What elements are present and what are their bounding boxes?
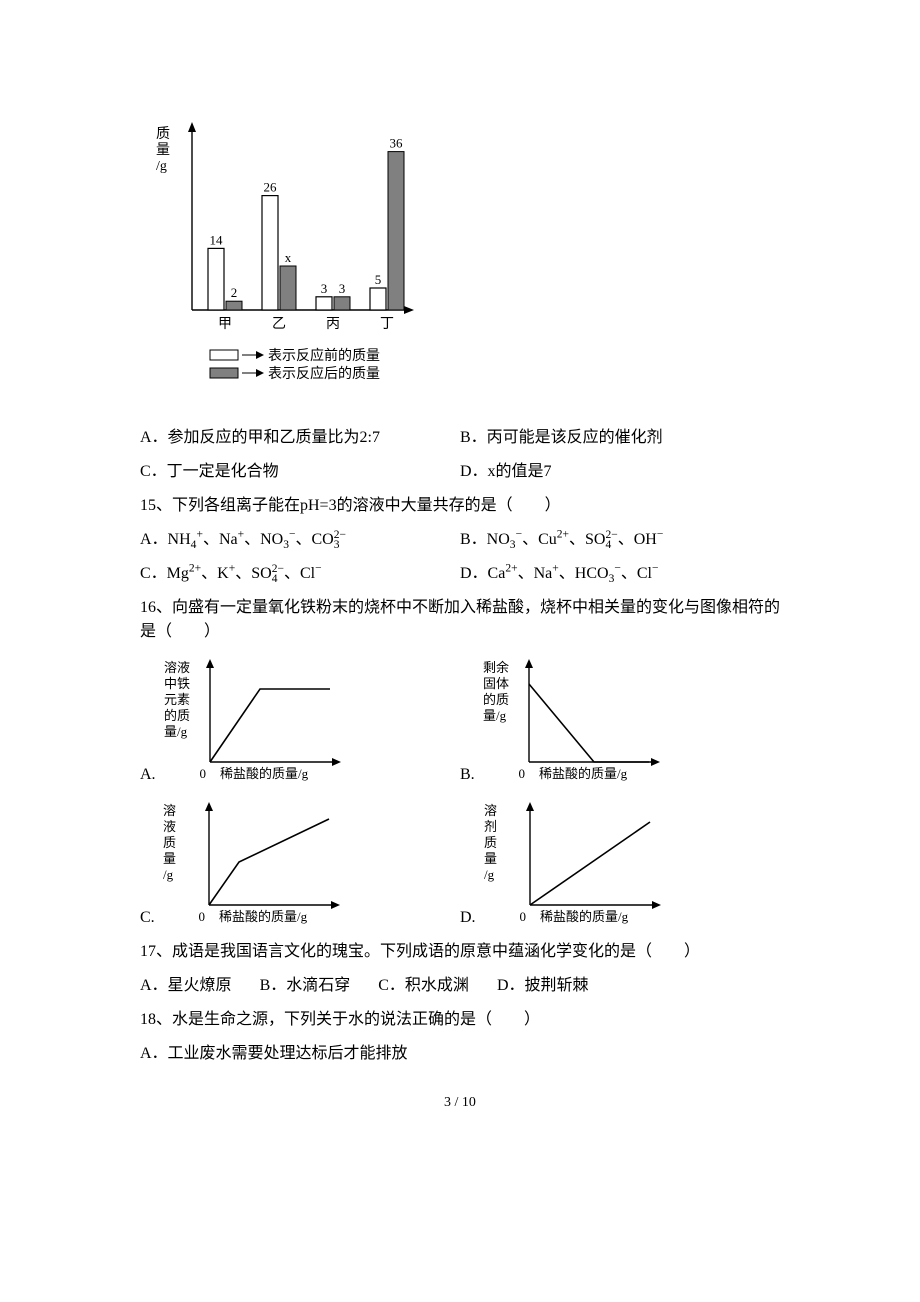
q17-opt-b: B．水滴石穿 bbox=[260, 974, 351, 998]
svg-text:甲: 甲 bbox=[218, 317, 232, 332]
svg-text:36: 36 bbox=[390, 136, 404, 151]
svg-text:固体: 固体 bbox=[483, 676, 509, 691]
svg-text:稀盐酸的质量/g: 稀盐酸的质量/g bbox=[539, 766, 628, 781]
svg-text:元素: 元素 bbox=[164, 692, 190, 707]
q15-opts-row1: A．NH4+、Na+、NO3−、CO2−3 B．NO3−、Cu2+、SO2−4、… bbox=[140, 528, 780, 552]
svg-text:中铁: 中铁 bbox=[164, 676, 190, 691]
svg-text:溶: 溶 bbox=[484, 803, 497, 818]
svg-text:表示反应后的质量: 表示反应后的质量 bbox=[268, 365, 380, 382]
q16-graph-a-wrap: A. 溶液中铁元素的质量/g 0 稀盐酸的质量/g bbox=[140, 654, 460, 789]
q14-opt-a: A．参加反应的甲和乙质量比为2:7 bbox=[140, 426, 460, 450]
q15-opts-row2: C．Mg2+、K+、SO2−4、Cl− D．Ca2+、Na+、HCO3−、Cl− bbox=[140, 562, 780, 586]
svg-text:0: 0 bbox=[518, 766, 525, 781]
svg-text:/g: /g bbox=[163, 867, 174, 882]
svg-text:x: x bbox=[285, 250, 292, 265]
q16-graph-c-wrap: C. 溶液质量/g 0 稀盐酸的质量/g bbox=[140, 797, 460, 932]
q15-opt-a: A．NH4+、Na+、NO3−、CO2−3 bbox=[140, 528, 460, 552]
q16-row1: A. 溶液中铁元素的质量/g0稀盐酸的质量/g B. 剩余固体的质量/g0稀盐酸… bbox=[140, 654, 780, 789]
svg-text:质: 质 bbox=[484, 835, 497, 850]
svg-text:丙: 丙 bbox=[326, 317, 340, 332]
svg-text:剩余: 剩余 bbox=[483, 660, 509, 675]
svg-text:稀盐酸的质量/g: 稀盐酸的质量/g bbox=[220, 766, 309, 781]
svg-text:溶液: 溶液 bbox=[164, 660, 190, 675]
q16-graph-d-wrap: D. 溶剂质量/g 0 稀盐酸的质量/g bbox=[460, 797, 780, 932]
svg-text:稀盐酸的质量/g: 稀盐酸的质量/g bbox=[219, 909, 308, 924]
q16-text: 16、向盛有一定量氧化铁粉末的烧杯中不断加入稀盐酸，烧杯中相关量的变化与图像相符… bbox=[140, 596, 780, 644]
svg-text:的质: 的质 bbox=[483, 692, 509, 707]
q16-graph-a: 溶液中铁元素的质量/g 0 稀盐酸的质量/g bbox=[160, 654, 360, 789]
q16-row2: C. 溶液质量/g0稀盐酸的质量/g D. 溶剂质量/g0稀盐酸的质量/g bbox=[140, 797, 780, 932]
q14-opts-row1: A．参加反应的甲和乙质量比为2:7 B．丙可能是该反应的催化剂 bbox=[140, 426, 780, 450]
bar-chart-container: 质量/g 14 2 甲 26 x 乙 33 丙 5 36 丁表示反应前的质量表示反应后的质量 bbox=[150, 120, 780, 408]
q18-text: 18、水是生命之源，下列关于水的说法正确的是（ ） bbox=[140, 1008, 780, 1032]
q17-opts: A．星火燎原 B．水滴石穿 C．积水成渊 D．披荆斩棘 bbox=[140, 974, 780, 998]
svg-text:的质: 的质 bbox=[164, 708, 190, 723]
svg-text:0: 0 bbox=[199, 766, 206, 781]
q14-opt-d: D．x的值是7 bbox=[460, 460, 780, 484]
q16-graph-d: 溶剂质量/g 0 稀盐酸的质量/g bbox=[480, 797, 680, 932]
q14-opt-b: B．丙可能是该反应的催化剂 bbox=[460, 426, 780, 450]
svg-text:3: 3 bbox=[321, 281, 328, 296]
q16-graph-b-wrap: B. 剩余固体的质量/g 0 稀盐酸的质量/g bbox=[460, 654, 780, 789]
svg-text:5: 5 bbox=[375, 272, 382, 287]
q16-opt-c-letter: C. bbox=[140, 906, 159, 932]
svg-text:质: 质 bbox=[156, 126, 170, 142]
svg-text:液: 液 bbox=[163, 819, 176, 834]
q17-text: 17、成语是我国语言文化的瑰宝。下列成语的原意中蕴涵化学变化的是（ ） bbox=[140, 940, 780, 964]
svg-text:/g: /g bbox=[484, 867, 495, 882]
svg-text:26: 26 bbox=[264, 180, 278, 195]
q16-graph-b: 剩余固体的质量/g 0 稀盐酸的质量/g bbox=[479, 654, 679, 789]
svg-text:量/g: 量/g bbox=[164, 724, 188, 739]
q18-opt-a: A．工业废水需要处理达标后才能排放 bbox=[140, 1042, 780, 1066]
q17-opt-a: A．星火燎原 bbox=[140, 974, 232, 998]
svg-text:0: 0 bbox=[519, 909, 526, 924]
svg-text:质: 质 bbox=[163, 835, 176, 850]
svg-text:稀盐酸的质量/g: 稀盐酸的质量/g bbox=[540, 909, 629, 924]
svg-text:/g: /g bbox=[156, 159, 167, 174]
q14-opts-row2: C．丁一定是化合物 D．x的值是7 bbox=[140, 460, 780, 484]
q17-opt-c: C．积水成渊 bbox=[378, 974, 469, 998]
q14-opt-c: C．丁一定是化合物 bbox=[140, 460, 460, 484]
bar-chart: 质量/g 14 2 甲 26 x 乙 33 丙 5 36 丁表示反应前的质量表示反应后的质量 bbox=[150, 120, 440, 400]
svg-text:量/g: 量/g bbox=[483, 708, 507, 723]
svg-text:剂: 剂 bbox=[484, 819, 497, 834]
svg-text:乙: 乙 bbox=[272, 316, 286, 332]
page-number: 3 / 10 bbox=[140, 1092, 780, 1113]
q15-text: 15、下列各组离子能在pH=3的溶液中大量共存的是（ ） bbox=[140, 494, 780, 518]
q15-opt-d: D．Ca2+、Na+、HCO3−、Cl− bbox=[460, 562, 780, 586]
svg-text:丁: 丁 bbox=[380, 317, 394, 332]
svg-text:2: 2 bbox=[231, 285, 238, 300]
svg-text:表示反应前的质量: 表示反应前的质量 bbox=[268, 347, 380, 364]
q15-opt-b: B．NO3−、Cu2+、SO2−4、OH− bbox=[460, 528, 780, 552]
svg-text:量: 量 bbox=[163, 851, 176, 866]
q17-opt-d: D．披荆斩棘 bbox=[497, 974, 589, 998]
svg-text:14: 14 bbox=[210, 232, 224, 247]
svg-text:量: 量 bbox=[156, 142, 170, 158]
q15-opt-c: C．Mg2+、K+、SO2−4、Cl− bbox=[140, 562, 460, 586]
q16-graph-c: 溶液质量/g 0 稀盐酸的质量/g bbox=[159, 797, 359, 932]
svg-text:3: 3 bbox=[339, 281, 346, 296]
q16-opt-d-letter: D. bbox=[460, 906, 480, 932]
svg-text:量: 量 bbox=[484, 851, 497, 866]
svg-text:0: 0 bbox=[198, 909, 205, 924]
q16-opt-b-letter: B. bbox=[460, 763, 479, 789]
svg-text:溶: 溶 bbox=[163, 803, 176, 818]
q16-opt-a-letter: A. bbox=[140, 763, 160, 789]
